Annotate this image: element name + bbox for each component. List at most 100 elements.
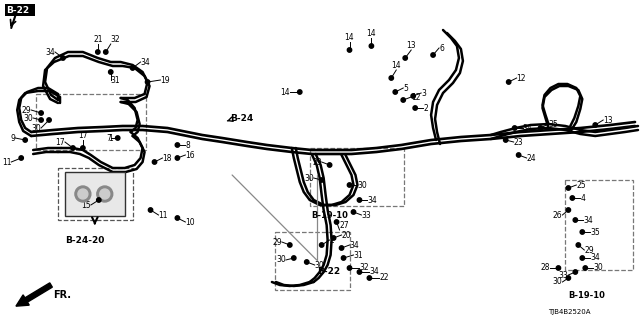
Circle shape — [431, 53, 435, 57]
Text: 4: 4 — [580, 194, 585, 203]
Circle shape — [292, 256, 296, 260]
Text: 34: 34 — [141, 58, 150, 67]
Circle shape — [175, 156, 180, 160]
Circle shape — [348, 266, 352, 270]
Text: 8: 8 — [186, 140, 190, 149]
Bar — [65, 172, 125, 216]
Text: 21: 21 — [93, 35, 102, 44]
Text: 23: 23 — [514, 138, 524, 147]
Circle shape — [109, 70, 113, 74]
Circle shape — [573, 270, 577, 274]
Text: 18: 18 — [163, 154, 172, 163]
Circle shape — [81, 146, 85, 150]
Text: 33: 33 — [362, 211, 371, 220]
Text: 12: 12 — [516, 74, 526, 83]
Circle shape — [516, 153, 521, 157]
Text: 29: 29 — [584, 245, 594, 254]
Circle shape — [566, 186, 570, 190]
Text: 30: 30 — [593, 263, 603, 273]
Circle shape — [401, 98, 405, 102]
Text: 29: 29 — [272, 237, 282, 246]
Circle shape — [175, 143, 180, 147]
Text: 34: 34 — [369, 268, 379, 276]
Text: 14: 14 — [345, 33, 355, 42]
Circle shape — [570, 196, 575, 200]
Text: 30: 30 — [315, 260, 324, 269]
Circle shape — [573, 218, 577, 222]
Circle shape — [71, 146, 75, 150]
Circle shape — [23, 138, 28, 142]
FancyArrow shape — [16, 283, 52, 306]
Text: 33: 33 — [559, 270, 568, 279]
Text: 32: 32 — [360, 263, 369, 273]
Circle shape — [95, 50, 100, 54]
Text: 35: 35 — [548, 119, 558, 129]
Text: 2: 2 — [330, 236, 334, 244]
Circle shape — [506, 80, 511, 84]
Circle shape — [504, 138, 508, 142]
Circle shape — [411, 94, 415, 98]
Circle shape — [566, 276, 570, 280]
Text: 11: 11 — [2, 157, 12, 166]
Text: 29: 29 — [22, 106, 31, 115]
Circle shape — [97, 198, 101, 202]
Circle shape — [580, 256, 584, 260]
Text: B-22: B-22 — [317, 268, 340, 276]
Text: 15: 15 — [81, 201, 91, 210]
Circle shape — [47, 118, 51, 122]
Circle shape — [576, 243, 580, 247]
Text: 28: 28 — [541, 263, 550, 273]
Circle shape — [148, 208, 153, 212]
Text: B-19-10: B-19-10 — [568, 291, 605, 300]
Text: 14: 14 — [392, 61, 401, 70]
Circle shape — [319, 243, 324, 247]
Text: FR.: FR. — [53, 290, 71, 300]
Text: 9: 9 — [10, 133, 15, 142]
Circle shape — [305, 260, 309, 264]
Circle shape — [332, 236, 336, 240]
Text: 10: 10 — [186, 218, 195, 227]
Text: 14: 14 — [367, 29, 376, 38]
Circle shape — [339, 246, 344, 250]
Circle shape — [298, 90, 302, 94]
Text: B-24-20: B-24-20 — [65, 236, 104, 244]
Circle shape — [39, 111, 44, 115]
Circle shape — [334, 220, 339, 224]
Text: B-22: B-22 — [6, 5, 29, 14]
Text: 30: 30 — [553, 277, 563, 286]
Text: 25: 25 — [577, 180, 586, 189]
Text: 30: 30 — [358, 180, 367, 189]
Text: 6: 6 — [439, 44, 444, 52]
Text: 34: 34 — [523, 124, 532, 132]
Circle shape — [583, 266, 588, 270]
Text: 30: 30 — [276, 255, 286, 265]
Circle shape — [19, 156, 24, 160]
Text: 13: 13 — [603, 116, 613, 124]
Circle shape — [393, 90, 397, 94]
Text: B-19-10: B-19-10 — [312, 211, 349, 220]
Text: 16: 16 — [186, 150, 195, 159]
Circle shape — [104, 50, 108, 54]
Text: 34: 34 — [45, 47, 55, 57]
Text: B-24: B-24 — [230, 114, 253, 123]
Circle shape — [348, 48, 352, 52]
Circle shape — [328, 163, 332, 167]
Text: 19: 19 — [161, 76, 170, 84]
Text: 26: 26 — [553, 211, 563, 220]
Circle shape — [389, 76, 394, 80]
Text: TJB4B2520A: TJB4B2520A — [548, 309, 591, 315]
Text: 29: 29 — [312, 157, 322, 166]
Text: 22: 22 — [380, 274, 389, 283]
Circle shape — [152, 160, 157, 164]
Circle shape — [100, 189, 109, 199]
Text: 13: 13 — [406, 41, 416, 50]
Text: 14: 14 — [280, 87, 290, 97]
Text: 2: 2 — [423, 103, 428, 113]
Circle shape — [61, 56, 65, 60]
Circle shape — [145, 80, 150, 84]
Text: 30: 30 — [304, 173, 314, 182]
Circle shape — [39, 118, 44, 122]
Bar — [275, 232, 349, 290]
Bar — [5, 4, 35, 16]
Circle shape — [367, 276, 372, 280]
